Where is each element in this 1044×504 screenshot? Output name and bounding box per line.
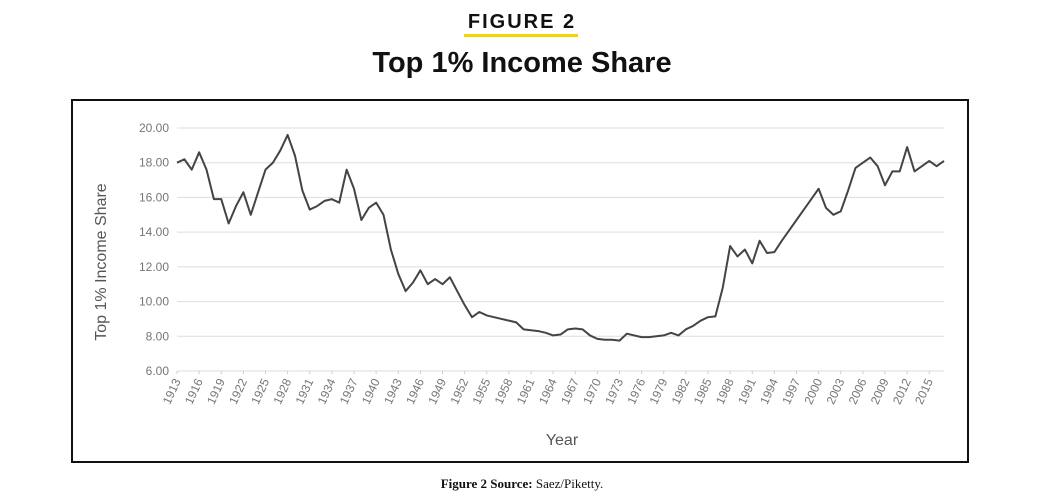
x-tick-label: 1970: [580, 376, 604, 406]
y-tick-label: 16.00: [139, 190, 169, 204]
x-tick-label: 1961: [514, 376, 538, 406]
x-tick-label: 1952: [447, 376, 471, 406]
underline: [464, 34, 578, 37]
y-tick-label: 12.00: [139, 260, 169, 274]
x-tick-label: 1925: [248, 376, 272, 406]
source-text: Saez/Piketty.: [536, 476, 603, 491]
x-tick-label: 1982: [669, 376, 693, 406]
x-tick-label: 1955: [469, 376, 493, 406]
x-tick-label: 1949: [425, 376, 449, 406]
y-tick-label: 8.00: [146, 329, 170, 343]
x-tick-label: 1967: [558, 376, 582, 406]
x-axis-label: Year: [546, 432, 579, 449]
x-tick-label: 1958: [492, 376, 516, 406]
x-tick-label: 1913: [160, 376, 184, 406]
x-tick-label: 1943: [381, 376, 405, 406]
x-tick-label: 1979: [646, 376, 670, 406]
x-tick-label: 2003: [823, 376, 847, 406]
source-label: Figure 2 Source:: [441, 476, 533, 491]
x-tick-label: 1916: [182, 376, 206, 406]
x-tick-label: 1973: [602, 376, 626, 406]
x-tick-label: 1994: [757, 376, 781, 406]
x-tick-label: 1940: [359, 376, 383, 406]
frame: [71, 99, 969, 463]
x-tick-label: 2012: [890, 376, 914, 406]
x-tick-label: 2009: [868, 376, 892, 406]
y-tick-label: 20.00: [139, 121, 169, 135]
x-tick-label: 1964: [536, 376, 560, 406]
x-tick-label: 1991: [735, 376, 759, 406]
x-tick-label: 1997: [779, 376, 803, 406]
x-tick-label: 1946: [403, 376, 427, 406]
x-tick-label: 1937: [337, 376, 361, 406]
x-tick-label: 1919: [204, 376, 228, 406]
figure-label: FIGURE 2: [468, 11, 576, 33]
x-tick-label: 2015: [912, 376, 936, 406]
y-tick-label: 10.00: [139, 295, 169, 309]
y-axis-label: Top 1% Income Share: [93, 183, 110, 341]
source-note: Figure 2 Source: Saez/Piketty.: [441, 476, 604, 491]
y-tick-label: 18.00: [139, 156, 169, 170]
x-tick-label: 2000: [801, 376, 825, 406]
x-tick-label: 1928: [270, 376, 294, 406]
x-tick-label: 1985: [691, 376, 715, 406]
x-tick-label: 1988: [713, 376, 737, 406]
data-line: [176, 133, 945, 342]
x-tick-label: 1934: [315, 376, 339, 406]
x-tick-label: 1922: [226, 376, 250, 406]
x-tick-label: 1931: [292, 376, 316, 406]
x-tick-label: 2006: [846, 376, 870, 406]
x-tick-label: 1976: [624, 376, 648, 406]
y-tick-label: 6.00: [146, 364, 170, 378]
chart-title: Top 1% Income Share: [372, 47, 671, 79]
y-tick-label: 14.00: [139, 225, 169, 239]
